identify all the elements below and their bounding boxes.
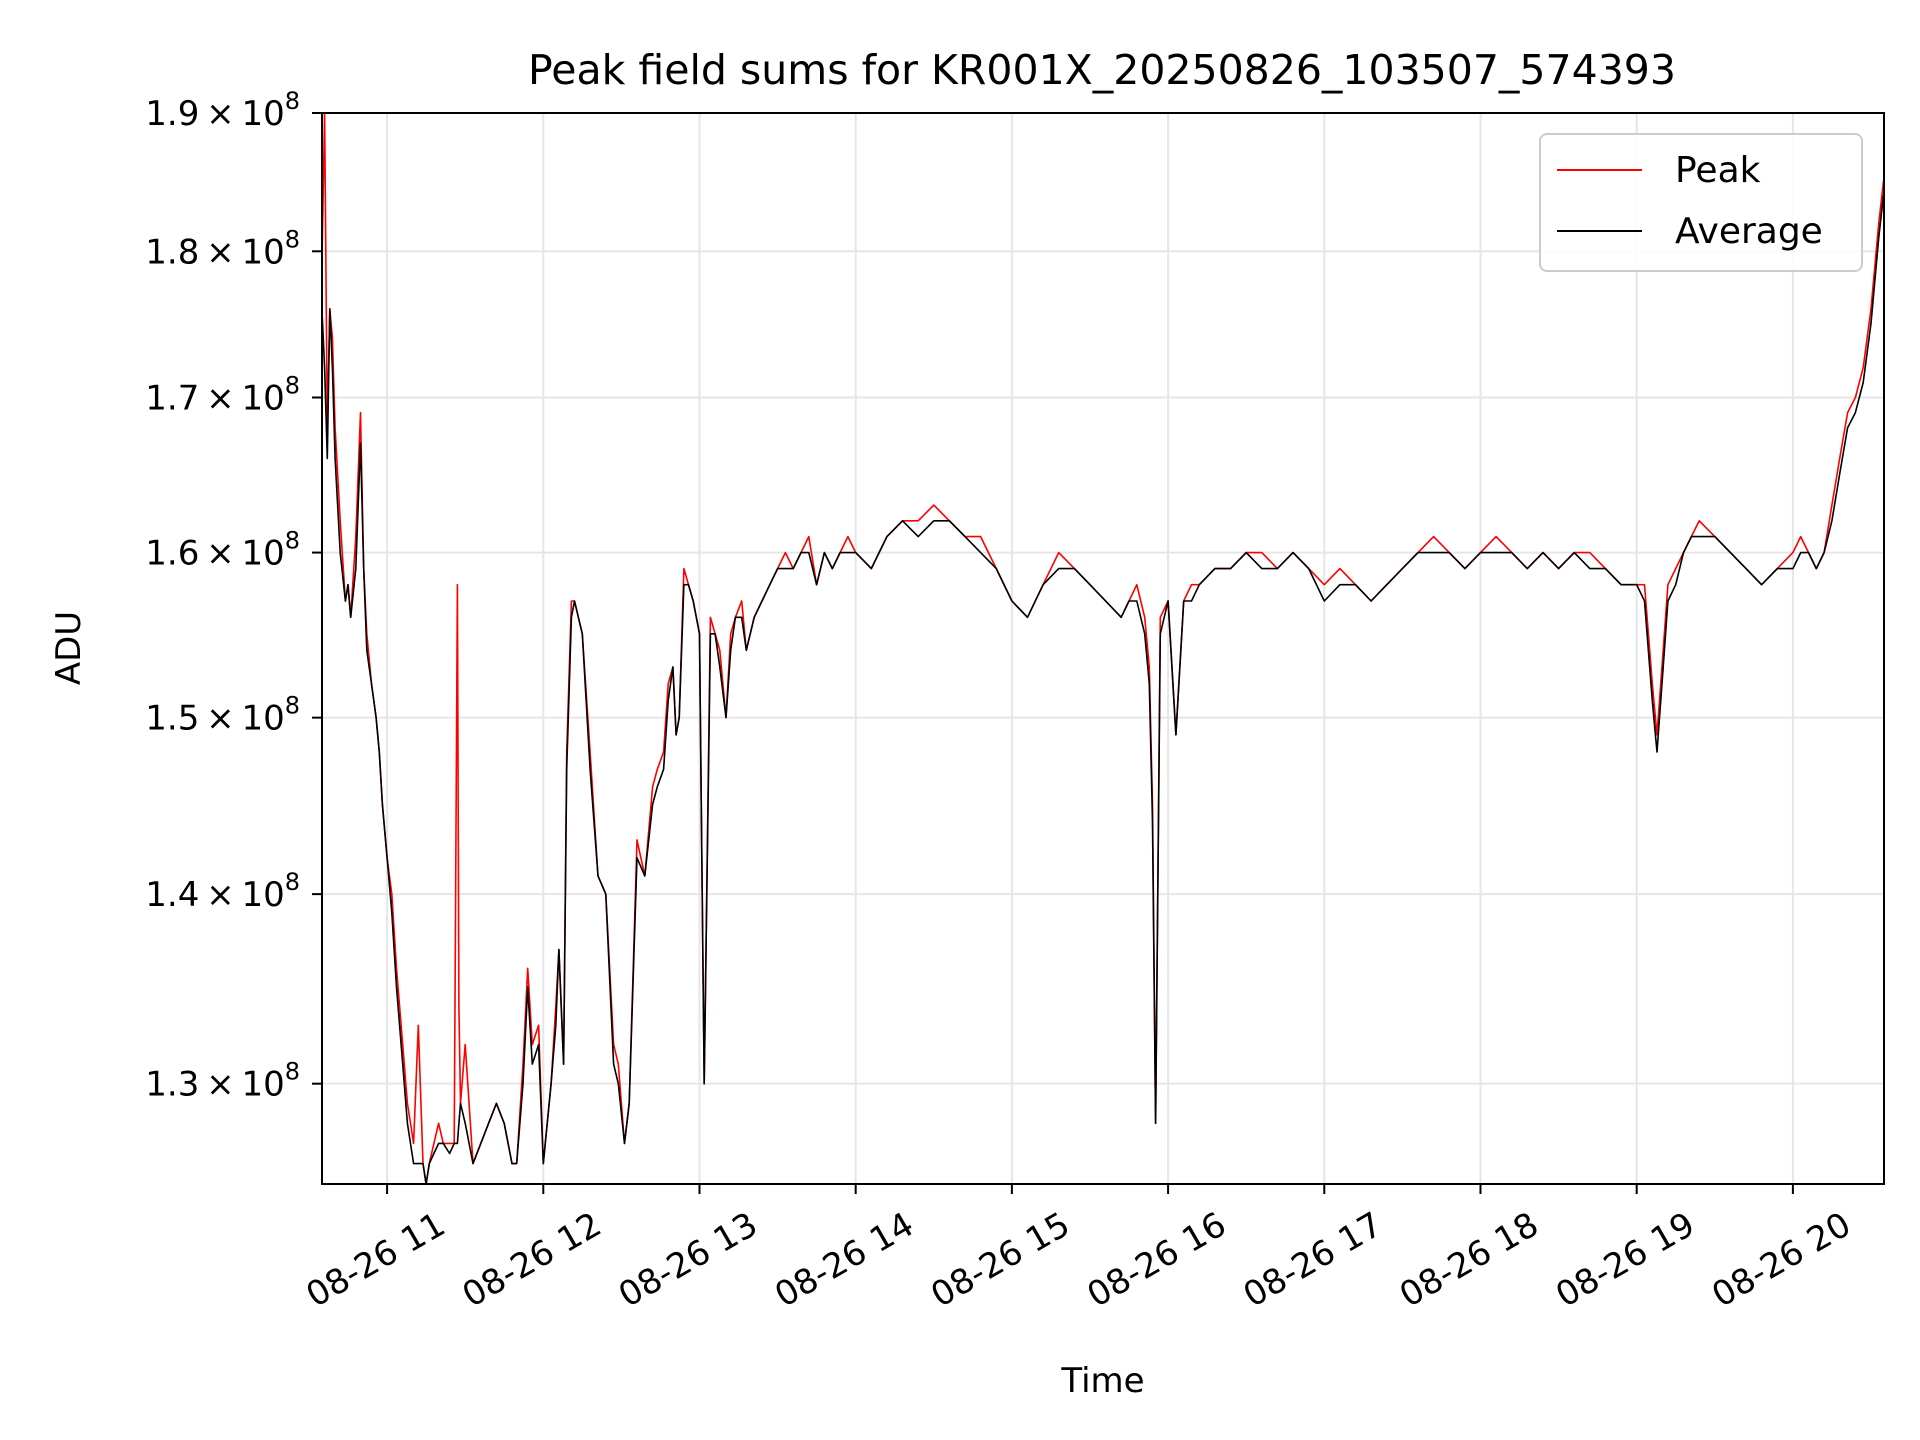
y-tick-exponent: 8 [285, 1058, 300, 1086]
y-tick-exponent: 8 [285, 868, 300, 896]
series-lines [321, 112, 1885, 1185]
y-axis-label: ADU [49, 611, 89, 685]
y-tick-base: 10 [241, 699, 284, 739]
y-tick-mantissa: 1.6 [145, 534, 199, 574]
y-tick-mantissa: 1.4 [145, 875, 199, 915]
y-tick-times: × [199, 378, 241, 418]
y-tick-mantissa: 1.8 [145, 232, 199, 272]
y-tick-label: 1.7 × 108 [145, 371, 300, 418]
y-tick-exponent: 8 [285, 527, 300, 555]
y-tick-label: 1.3 × 108 [145, 1058, 300, 1105]
y-tick-label: 1.8 × 108 [145, 225, 300, 272]
y-tick-label: 1.6 × 108 [145, 527, 300, 574]
y-tick-times: × [199, 699, 241, 739]
y-tick-label: 1.4 × 108 [145, 868, 300, 915]
y-tick-base: 10 [241, 94, 284, 134]
legend-label-average: Average [1675, 211, 1823, 252]
y-tick-mantissa: 1.3 [145, 1065, 199, 1105]
legend-box [1539, 133, 1863, 272]
chart-title: Peak field sums for KR001X_20250826_1035… [528, 46, 1676, 94]
y-tick-mantissa: 1.7 [145, 378, 199, 418]
y-tick-times: × [199, 534, 241, 574]
y-tick-base: 10 [241, 1065, 284, 1105]
plot-frame [321, 112, 1885, 1185]
y-tick-times: × [199, 232, 241, 272]
y-tick-label: 1.9 × 108 [145, 87, 300, 134]
y-tick-exponent: 8 [285, 692, 300, 720]
plot-area [322, 113, 1884, 1184]
series-line-average [321, 195, 1885, 1185]
y-tick-mantissa: 1.9 [145, 94, 199, 134]
y-tick-exponent: 8 [285, 87, 300, 115]
y-tick-times: × [199, 1065, 241, 1105]
y-tick-base: 10 [241, 534, 284, 574]
y-tick-label: 1.5 × 108 [145, 692, 300, 739]
y-tick-times: × [199, 94, 241, 134]
y-tick-times: × [199, 875, 241, 915]
y-tick-base: 10 [241, 875, 284, 915]
legend: Peak Average [1539, 133, 1863, 272]
y-tick-mantissa: 1.5 [145, 699, 199, 739]
legend-label-peak: Peak [1675, 150, 1761, 191]
y-tick-exponent: 8 [285, 371, 300, 399]
y-tick-base: 10 [241, 232, 284, 272]
y-tick-base: 10 [241, 378, 284, 418]
y-tick-exponent: 8 [285, 225, 300, 253]
x-axis-label: Time [1060, 1361, 1144, 1401]
